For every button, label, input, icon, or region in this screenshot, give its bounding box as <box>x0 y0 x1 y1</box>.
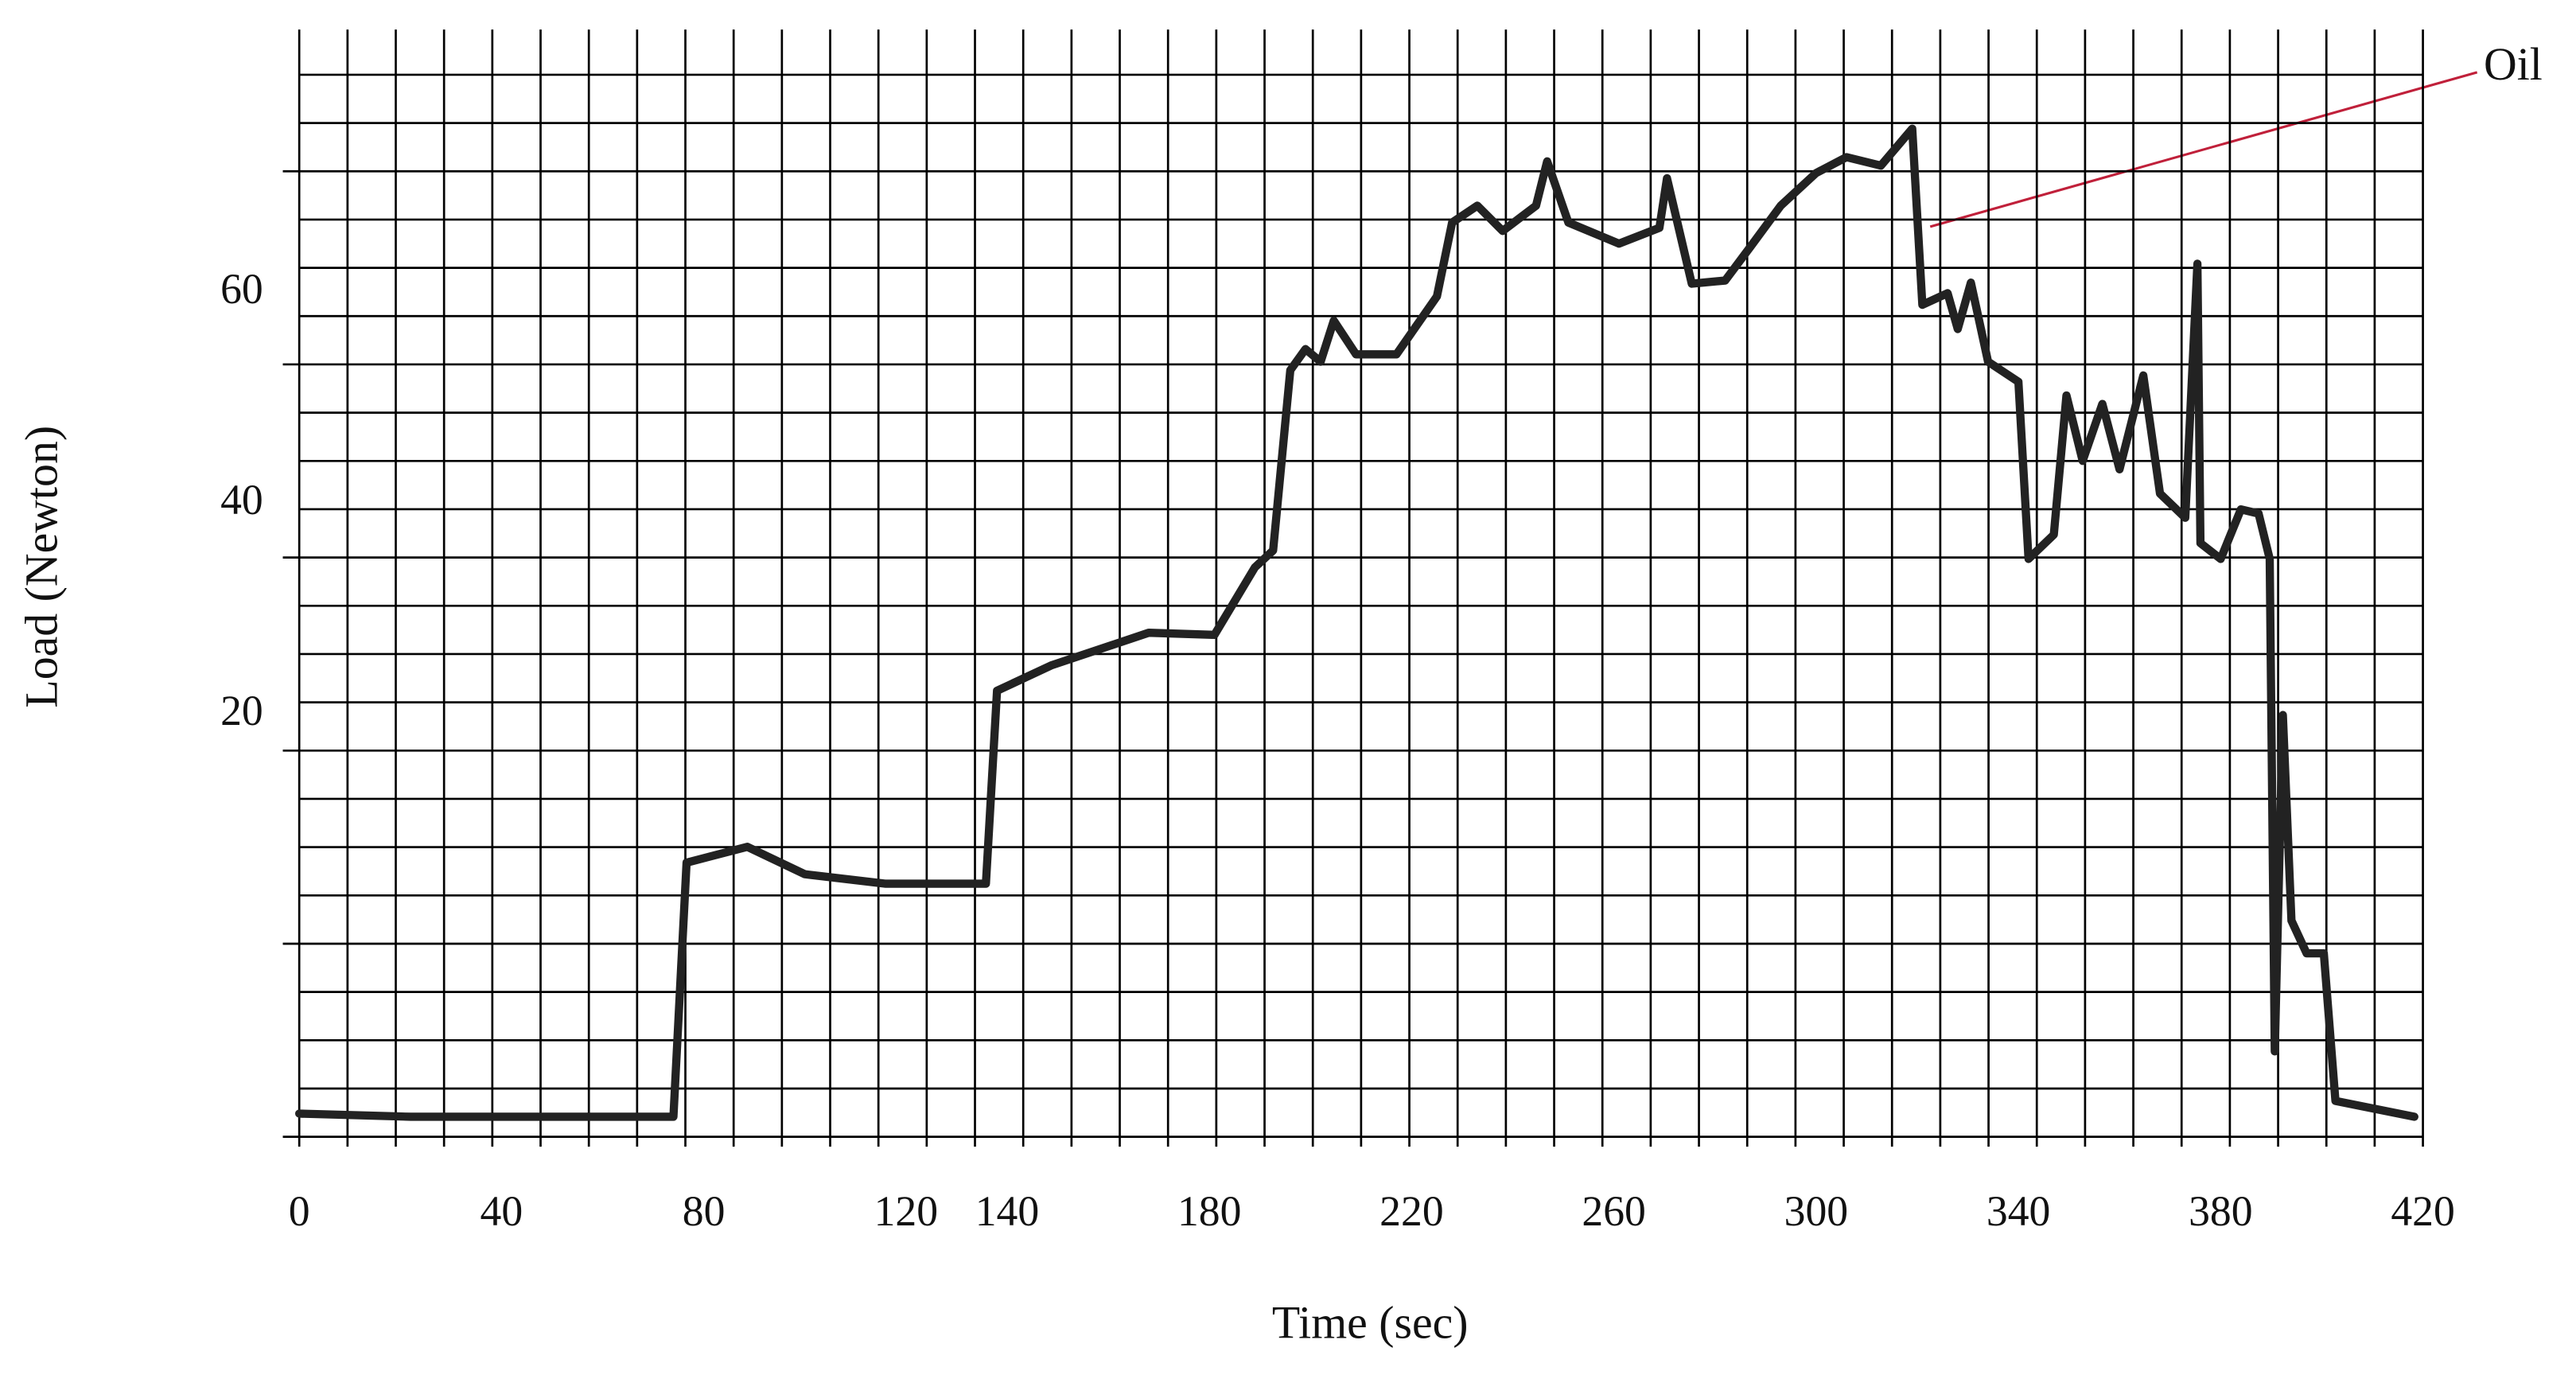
annotation: Oil <box>2484 38 2543 90</box>
y-tick-label: 20 <box>220 687 263 734</box>
x-tick-label: 380 <box>2189 1187 2252 1235</box>
x-tick-label: 340 <box>1986 1187 2050 1235</box>
x-tick-label: 120 <box>874 1187 938 1235</box>
x-tick-label: 260 <box>1582 1187 1645 1235</box>
x-tick-label: 140 <box>975 1187 1039 1235</box>
x-tick-label: 300 <box>1784 1187 1848 1235</box>
x-tick-label: 40 <box>481 1187 523 1235</box>
y-tick-label: 40 <box>220 476 263 524</box>
data-line <box>295 124 2418 1121</box>
x-tick-label: 80 <box>683 1187 726 1235</box>
y-axis-label: Load (Newton) <box>15 426 67 708</box>
x-axis-label: Time (sec) <box>1272 1296 1469 1348</box>
x-tick-label: 420 <box>2391 1187 2454 1235</box>
annotation-leader <box>1929 71 2478 228</box>
x-tick-label: 220 <box>1379 1187 1443 1235</box>
y-tick-label: 60 <box>220 265 263 313</box>
x-tick-label: 180 <box>1177 1187 1241 1235</box>
x-tick-label: 0 <box>289 1187 310 1235</box>
